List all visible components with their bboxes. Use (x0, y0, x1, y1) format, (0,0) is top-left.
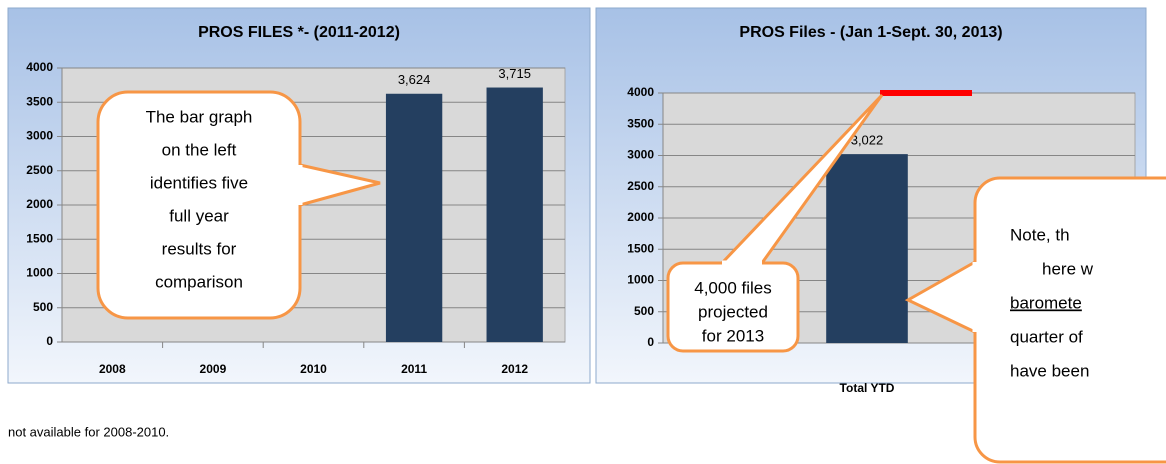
y-tick-label: 1000 (26, 266, 53, 280)
bar (486, 87, 543, 343)
y-tick-label: 2500 (627, 179, 654, 193)
callout-text: for 2013 (702, 326, 764, 345)
y-tick-label: 4000 (627, 85, 654, 99)
x-tick-label: 2009 (200, 362, 227, 376)
callout-text: on the left (162, 140, 237, 159)
y-tick-label: 2500 (26, 163, 53, 177)
callout-text: results for (162, 239, 237, 258)
callout-pointer (299, 163, 381, 207)
y-tick-label: 500 (33, 300, 53, 314)
y-tick-label: 1500 (627, 241, 654, 255)
y-tick-label: 2000 (627, 210, 654, 224)
y-tick-label: 4000 (26, 60, 53, 74)
callout-text: quarter of (1010, 327, 1083, 346)
y-tick-label: 3500 (26, 94, 53, 108)
callout-text: projected (698, 302, 768, 321)
x-tick-label: 2008 (99, 362, 126, 376)
y-tick-label: 2000 (26, 197, 53, 211)
y-tick-label: 0 (647, 335, 654, 349)
y-tick-label: 1000 (627, 273, 654, 287)
callout-text: baromete (1010, 293, 1082, 312)
value-label: 3,624 (398, 72, 431, 87)
callout-pointer (904, 260, 976, 334)
y-tick-label: 3500 (627, 116, 654, 130)
y-tick-label: 1500 (26, 231, 53, 245)
y-tick-label: 500 (634, 304, 654, 318)
callout-box (973, 176, 1166, 464)
callout-text: have been (1010, 361, 1089, 380)
x-tick-label: 2011 (401, 362, 427, 376)
callout-text: here w (1042, 259, 1094, 278)
x-tick-label: Total YTD (840, 381, 895, 395)
callout-text: 4,000 files (694, 278, 772, 297)
bar (826, 154, 908, 343)
callout-text: comparison (155, 272, 243, 291)
y-tick-label: 3000 (26, 129, 53, 143)
callout-text: identifies five (150, 173, 248, 192)
callout-text: Note, th (1010, 225, 1070, 244)
x-tick-label: 2010 (300, 362, 327, 376)
y-tick-label: 0 (46, 334, 53, 348)
value-label: 3,022 (851, 133, 884, 148)
callout-text: The bar graph (146, 107, 253, 126)
chart-title: PROS FILES *- (2011-2012) (198, 24, 400, 41)
value-label: 3,715 (498, 66, 531, 81)
callout-text: full year (169, 206, 229, 225)
callout-pointer (720, 93, 884, 265)
x-tick-label: 2012 (501, 362, 528, 376)
bar (385, 93, 443, 342)
chart-title: PROS Files - (Jan 1-Sept. 30, 2013) (739, 24, 1002, 41)
y-tick-label: 3000 (627, 148, 654, 162)
footnote: not available for 2008-2010. (8, 424, 169, 439)
